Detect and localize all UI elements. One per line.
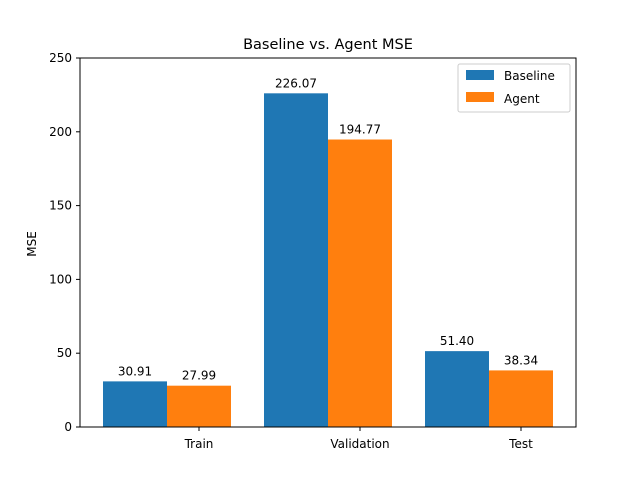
bar-baseline-validation bbox=[264, 93, 328, 427]
bar-label-baseline-validation: 226.07 bbox=[275, 76, 317, 90]
bar-agent-train bbox=[167, 385, 231, 427]
bar-agent-validation bbox=[328, 139, 392, 428]
x-axis: Train Validation Test bbox=[184, 427, 533, 451]
y-axis: 0 50 100 150 200 250 bbox=[49, 51, 80, 434]
y-axis-label: MSE bbox=[25, 231, 39, 257]
legend: Baseline Agent bbox=[457, 63, 571, 113]
legend-swatch-agent bbox=[466, 92, 494, 102]
chart-title: Baseline vs. Agent MSE bbox=[243, 37, 413, 53]
bars-group bbox=[103, 93, 553, 428]
y-tick-label: 200 bbox=[49, 125, 72, 139]
bar-agent-test bbox=[489, 370, 553, 427]
bar-value-labels: 30.91 27.99 226.07 194.77 51.40 38.34 bbox=[118, 76, 538, 382]
bar-label-baseline-test: 51.40 bbox=[440, 334, 474, 348]
bar-baseline-train bbox=[103, 381, 167, 427]
plot-frame bbox=[79, 57, 577, 428]
bar-label-agent-validation: 194.77 bbox=[339, 123, 381, 137]
legend-label-baseline: Baseline bbox=[504, 69, 555, 83]
y-tick-label: 50 bbox=[57, 346, 72, 360]
bar-label-baseline-train: 30.91 bbox=[118, 364, 152, 378]
legend-swatch-baseline bbox=[466, 70, 494, 80]
x-tick-label-validation: Validation bbox=[330, 437, 389, 451]
y-tick-label: 100 bbox=[49, 272, 72, 286]
bar-baseline-test bbox=[425, 351, 489, 427]
bar-label-agent-test: 38.34 bbox=[504, 353, 538, 367]
x-tick-label-train: Train bbox=[184, 437, 214, 451]
y-tick-label: 150 bbox=[49, 199, 72, 213]
legend-label-agent: Agent bbox=[504, 92, 540, 106]
x-tick-label-test: Test bbox=[508, 437, 533, 451]
y-tick-label: 250 bbox=[49, 51, 72, 65]
y-tick-label: 0 bbox=[64, 420, 72, 434]
bar-label-agent-train: 27.99 bbox=[182, 369, 216, 383]
